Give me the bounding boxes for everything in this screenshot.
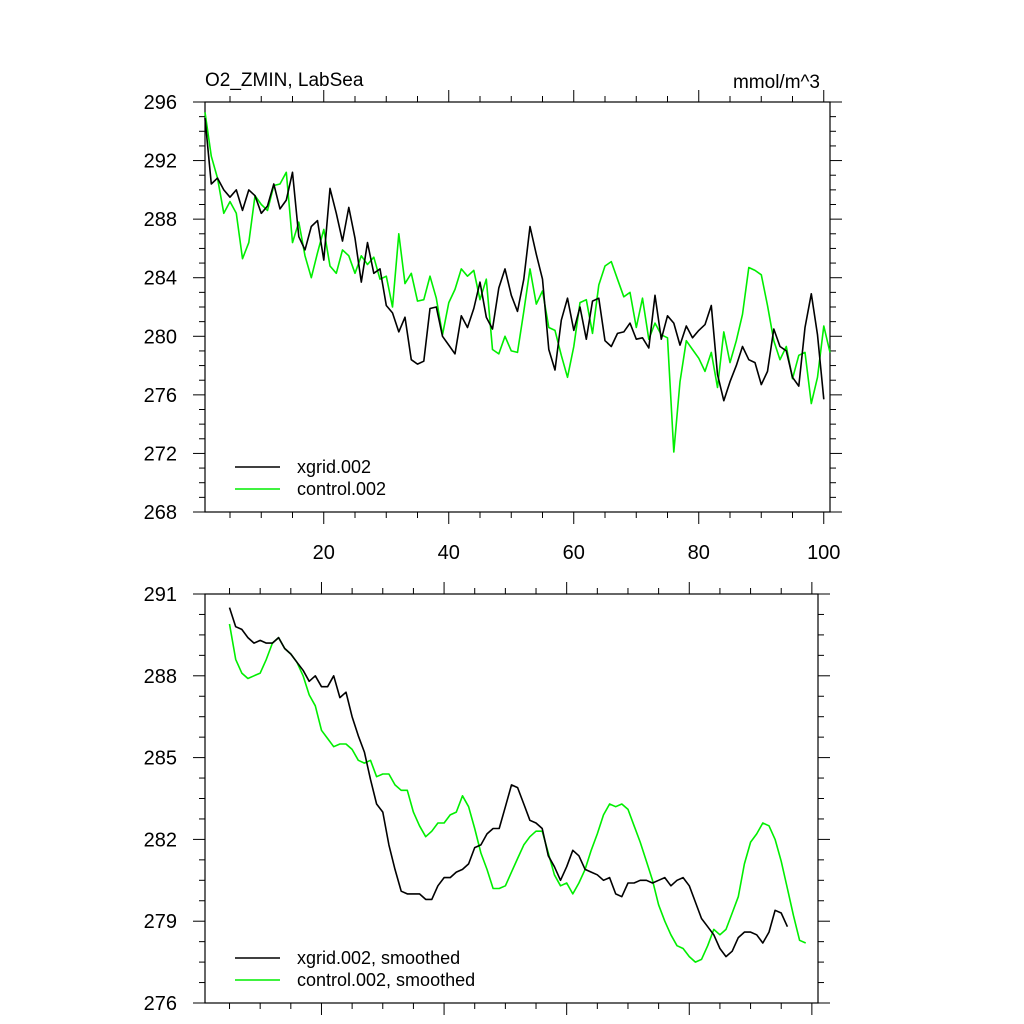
x-tick-label: 80	[688, 542, 710, 564]
y-tick-label: 284	[144, 268, 177, 290]
y-tick-label: 276	[144, 385, 177, 407]
legend-label: control.002	[297, 479, 386, 499]
y-tick-label: 272	[144, 443, 177, 465]
chart-panel-2: 291 288 285 282 279 276 xgrid.002, smoothedcon…	[144, 582, 830, 1015]
x-tick-label: 40	[438, 542, 460, 564]
x-tick-label: 20	[313, 542, 335, 564]
plot-frame	[204, 101, 831, 513]
y-tick-label: 288	[144, 666, 177, 688]
series-line-control-002	[204, 112, 831, 453]
y-tick-label: 296	[144, 92, 177, 114]
y-tick-label: 288	[144, 209, 177, 231]
x-tick-label: 60	[563, 542, 585, 564]
legend-label: xgrid.002, smoothed	[297, 948, 460, 968]
units-label: mmol/m^3	[733, 72, 820, 93]
series-line-xgrid-002-smoothed	[228, 607, 789, 958]
x-tick-label: 100	[807, 542, 840, 564]
plot-frame	[204, 593, 819, 1004]
chart-panel-1: O2_ZMIN, LabSea mmol/m^3 296 292 288 284 280 27…	[144, 70, 842, 564]
y-tick-label: 292	[144, 151, 177, 173]
legend-label: control.002, smoothed	[297, 970, 475, 990]
series-line-xgrid-002	[204, 118, 825, 402]
series-line-control-002-smoothed	[228, 623, 807, 963]
y-tick-label: 280	[144, 326, 177, 348]
legend-label: xgrid.002	[297, 457, 371, 477]
y-tick-label: 282	[144, 829, 177, 851]
y-tick-label: 291	[144, 584, 177, 606]
y-tick-label: 276	[144, 993, 177, 1015]
y-tick-label: 268	[144, 502, 177, 524]
y-tick-label: 279	[144, 911, 177, 933]
y-tick-label: 285	[144, 748, 177, 770]
chart-title: O2_ZMIN, LabSea	[205, 70, 364, 91]
